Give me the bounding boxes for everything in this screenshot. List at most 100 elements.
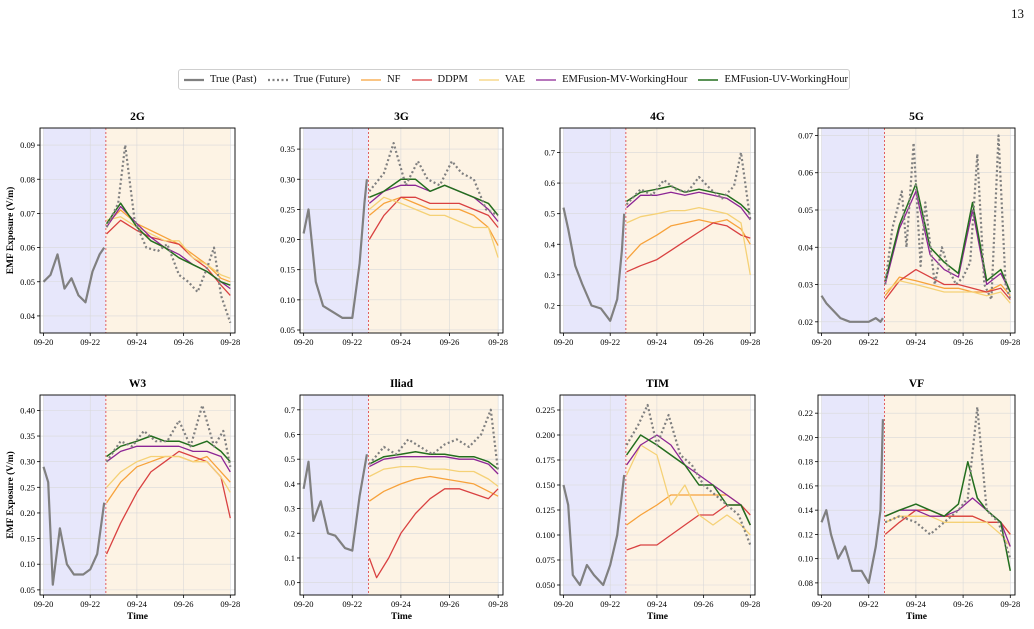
chart-panel-2g: 0.04 0.05 0.06 0.07 0.08 0.09 09-20 09-22 09-24 0…	[5, 111, 240, 347]
chart-title: 4G	[650, 111, 665, 123]
y-tick-label: 0.07	[20, 208, 35, 218]
y-tick-label: 0.25	[280, 204, 295, 214]
chart-panel-iliad: 0.0 0.1 0.2 0.3 0.4 0.5 0.6 0.7 09-20 09-22 09-24 0…	[284, 378, 508, 622]
future-region	[884, 395, 1011, 595]
axes-frame	[817, 394, 1016, 596]
y-tick-label: 0.6	[284, 430, 295, 440]
future-region	[625, 128, 751, 333]
x-tick-label: 09-26	[694, 337, 714, 347]
legend-item: True (Future)	[267, 74, 350, 85]
y-tick-label: 0.22	[798, 408, 813, 418]
x-tick-label: 09-20	[34, 337, 54, 347]
legend-swatch	[478, 78, 499, 81]
chart-panel-3g: 0.05 0.10 0.15 0.20 0.25 0.30 0.35 09-20 09-22 09…	[280, 111, 508, 347]
page-number: 13	[1011, 6, 1024, 21]
legend-swatch	[361, 78, 382, 81]
x-tick-label: 09-22	[80, 337, 100, 347]
axes-frame	[559, 127, 756, 334]
past-region	[303, 128, 369, 333]
series-line-emfusion-mv-workinghour	[369, 456, 499, 475]
series-line-true-future-	[368, 142, 499, 217]
x-tick-label: 09-24	[391, 337, 412, 347]
y-tick-label: 0.08	[20, 174, 35, 184]
y-tick-label: 0.02	[798, 317, 813, 327]
x-axis-label: Time	[127, 612, 148, 622]
series-line-emfusion-uv-workinghour	[884, 183, 1011, 293]
y-tick-label: 0.5	[284, 454, 295, 464]
x-tick-label: 09-26	[174, 337, 194, 347]
future-region	[105, 128, 231, 333]
series-line-true-past	[42, 246, 106, 304]
x-tick-label: 09-24	[647, 599, 668, 609]
past-region	[303, 395, 369, 595]
past-region	[563, 395, 626, 595]
x-tick-label: 09-26	[694, 599, 714, 609]
x-tick-label: 09-22	[859, 599, 879, 609]
y-tick-label: 0.03	[798, 280, 813, 290]
x-tick-label: 09-28	[220, 337, 240, 347]
x-tick-label: 09-24	[906, 337, 927, 347]
chart-panel-5g: 0.02 0.03 0.04 0.05 0.06 0.07 09-20 09-22 09-24 0…	[798, 111, 1020, 347]
legend-item: EMFusion-UV-WorkingHour	[697, 74, 848, 85]
y-tick-label: 0.35	[280, 144, 295, 154]
x-tick-label: 09-24	[127, 599, 148, 609]
past-region	[821, 128, 885, 333]
series-line-nf	[368, 475, 499, 502]
y-axis-label: EMF Exposure (V/m)	[5, 451, 16, 539]
chart-title: 5G	[909, 111, 924, 123]
y-tick-label: 0.5	[544, 209, 555, 219]
y-tick-label: 0.06	[20, 243, 35, 253]
y-tick-label: 0.05	[20, 585, 35, 595]
chart-title: TIM	[646, 378, 669, 390]
past-region	[563, 128, 626, 333]
y-tick-label: 0.10	[280, 295, 295, 305]
axes-frame	[299, 394, 504, 596]
series-line-vae	[368, 196, 499, 258]
legend-label: DDPM	[437, 74, 468, 85]
series-line-ddpm	[626, 222, 751, 273]
legend-swatch	[536, 78, 557, 81]
x-tick-label: 09-20	[554, 599, 574, 609]
y-tick-label: 0.08	[798, 578, 813, 588]
y-tick-label: 0.12	[798, 529, 813, 539]
legend-item: DDPM	[411, 74, 468, 85]
y-tick-label: 0.150	[536, 480, 555, 490]
x-axis-label: Time	[906, 612, 927, 622]
legend-label: True (Future)	[293, 74, 351, 85]
series-line-emfusion-uv-workinghour	[105, 202, 231, 286]
x-tick-label: 09-28	[740, 337, 760, 347]
future-region	[368, 128, 499, 333]
x-tick-label: 09-28	[740, 599, 760, 609]
y-tick-label: 0.3	[544, 270, 555, 280]
y-tick-label: 0.0	[284, 578, 295, 588]
x-tick-label: 09-28	[488, 337, 508, 347]
x-tick-label: 09-22	[600, 599, 620, 609]
x-tick-label: 09-28	[220, 599, 240, 609]
y-tick-label: 0.07	[798, 130, 813, 140]
series-line-true-past	[562, 474, 626, 587]
y-tick-label: 0.4	[284, 479, 295, 489]
series-line-vae	[626, 206, 751, 276]
y-tick-label: 0.10	[20, 559, 35, 569]
y-tick-label: 0.14	[798, 505, 814, 515]
y-tick-label: 0.40	[20, 405, 35, 415]
y-tick-label: 0.200	[536, 430, 555, 440]
y-tick-label: 0.30	[20, 457, 35, 467]
series-line-emfusion-uv-workinghour	[625, 434, 751, 526]
y-tick-label: 0.125	[536, 505, 555, 515]
legend-swatch	[411, 78, 432, 81]
x-tick-label: 09-24	[391, 599, 412, 609]
y-tick-label: 0.04	[20, 311, 36, 321]
past-region	[821, 395, 885, 595]
series-line-vae	[106, 216, 231, 279]
series-line-emfusion-uv-workinghour	[368, 451, 499, 470]
past-region	[43, 128, 106, 333]
x-tick-label: 09-28	[1000, 337, 1020, 347]
legend-swatch	[698, 78, 719, 81]
legend-swatch	[267, 78, 288, 81]
axes-frame	[559, 394, 756, 596]
future-region	[105, 395, 231, 595]
x-tick-label: 09-26	[953, 599, 973, 609]
series-line-true-past	[302, 179, 368, 319]
y-tick-label: 0.05	[20, 277, 35, 287]
